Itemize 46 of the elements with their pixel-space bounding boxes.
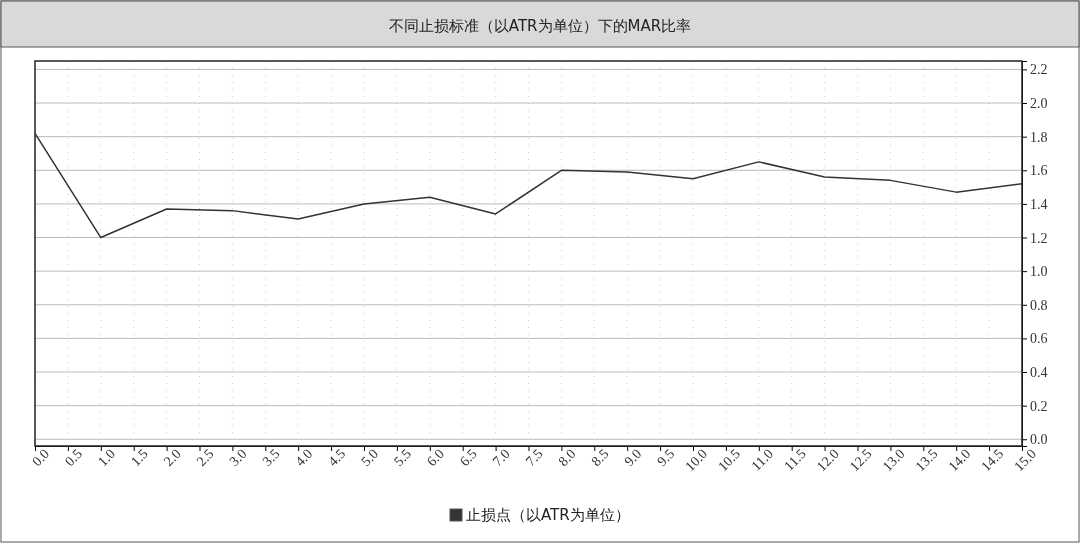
x-tick-label: 2.0 <box>160 446 184 470</box>
x-tick-label: 6.5 <box>456 446 480 470</box>
y-tick-label: 0.8 <box>1030 297 1048 313</box>
y-tick-label: 2.0 <box>1030 96 1048 112</box>
x-tick-label: 12.0 <box>813 446 842 475</box>
x-tick-label: 8.0 <box>555 446 579 470</box>
x-tick-label: 13.5 <box>912 446 941 475</box>
y-tick-label: 0.0 <box>1030 432 1048 448</box>
x-tick-label: 4.0 <box>292 446 316 470</box>
x-tick-label: 11.0 <box>748 446 776 474</box>
x-tick-label: 14.5 <box>978 446 1007 475</box>
chart-title: 不同止损标准（以ATR为单位）下的MAR比率 <box>388 17 692 35</box>
x-tick-label: 9.0 <box>621 446 645 470</box>
x-tick-label: 1.0 <box>95 446 118 470</box>
x-tick-label: 1.5 <box>127 446 151 470</box>
y-tick-label: 0.4 <box>1030 365 1048 381</box>
y-tick-label: 0.2 <box>1030 398 1048 414</box>
x-tick-label: 6.0 <box>424 446 447 470</box>
x-tick-label: 7.5 <box>522 446 546 470</box>
x-tick-label: 2.5 <box>193 446 217 470</box>
y-tick-label: 1.0 <box>1030 264 1048 280</box>
x-tick-label: 3.0 <box>226 446 250 470</box>
x-tick-label: 10.0 <box>682 446 711 475</box>
x-tick-label: 5.0 <box>358 446 382 470</box>
x-tick-label: 3.5 <box>259 446 283 470</box>
y-tick-label: 0.6 <box>1030 331 1048 347</box>
legend-label: 止损点（以ATR为单位） <box>466 506 630 524</box>
x-tick-label: 10.5 <box>715 446 744 475</box>
x-tick-label: 0.0 <box>29 446 53 470</box>
x-tick-label: 12.5 <box>846 446 875 475</box>
x-tick-label: 15.0 <box>1011 446 1040 475</box>
x-tick-label: 13.0 <box>879 446 908 475</box>
x-tick-label: 8.5 <box>588 446 612 470</box>
y-tick-label: 2.2 <box>1030 62 1048 78</box>
x-tick-label: 5.5 <box>391 446 415 470</box>
y-tick-label: 1.6 <box>1030 163 1048 179</box>
y-tick-label: 1.4 <box>1030 196 1048 212</box>
x-tick-label: 11.5 <box>781 446 809 474</box>
x-tick-label: 7.0 <box>489 446 513 470</box>
x-tick-label: 9.5 <box>654 446 678 470</box>
y-tick-label: 1.8 <box>1030 129 1048 145</box>
y-tick-label: 1.2 <box>1030 230 1048 246</box>
x-tick-label: 14.0 <box>945 446 974 475</box>
x-tick-label: 0.5 <box>62 446 86 470</box>
x-tick-label: 4.5 <box>325 446 349 470</box>
line-series <box>34 132 1023 239</box>
